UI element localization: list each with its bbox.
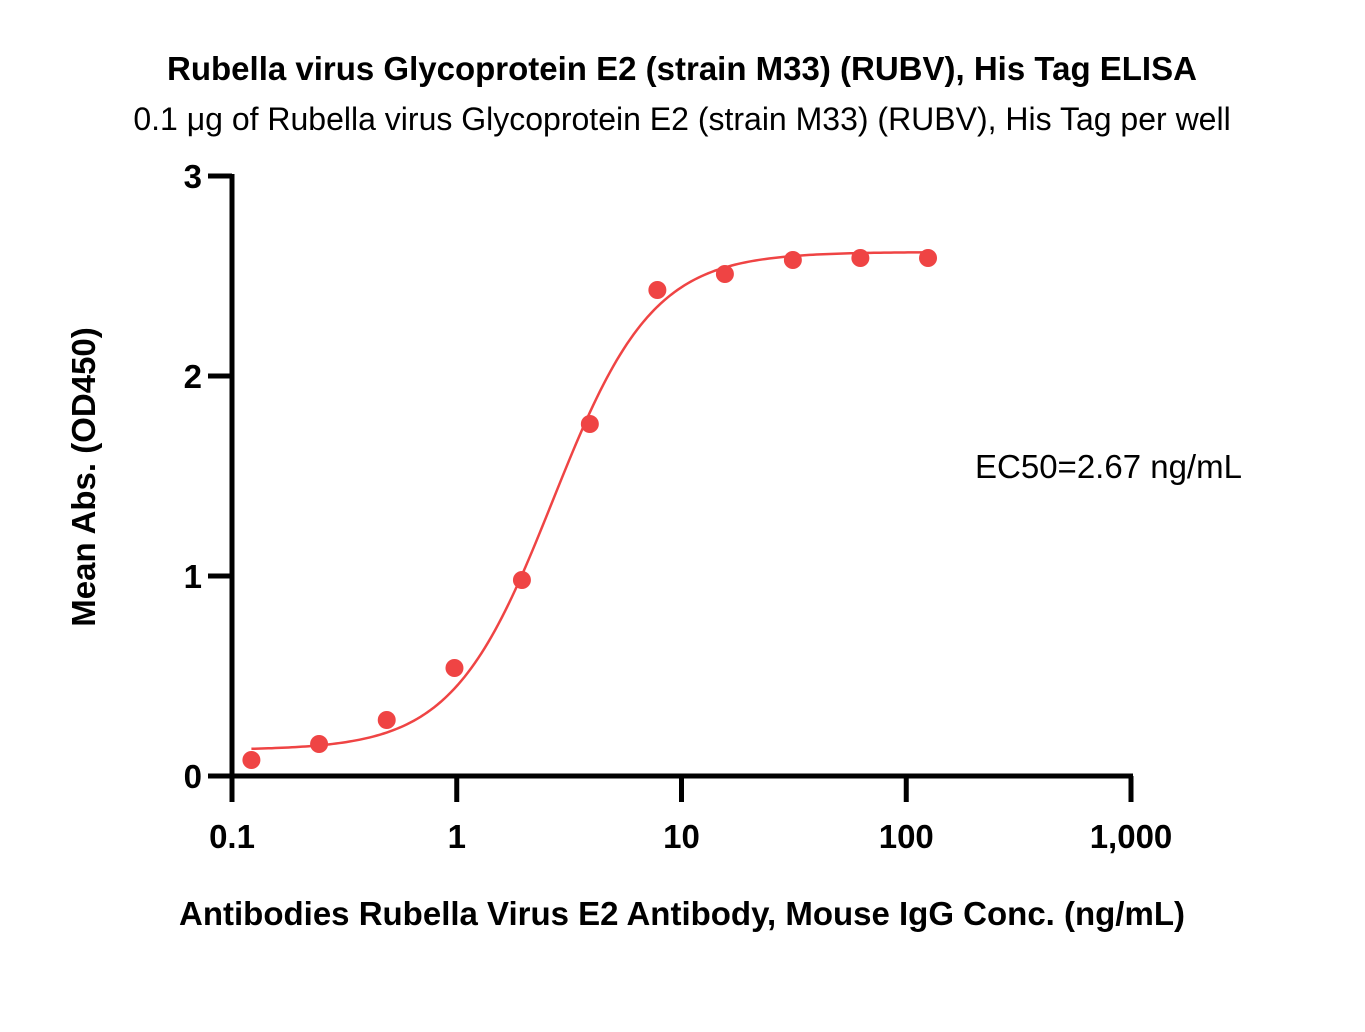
x-axis-title: Antibodies Rubella Virus E2 Antibody, Mo… — [179, 895, 1185, 932]
data-point — [919, 249, 938, 267]
data-point — [445, 659, 464, 677]
data-point — [242, 751, 261, 769]
x-tick-label: 1,000 — [1090, 818, 1173, 855]
data-point — [310, 735, 329, 753]
chart-title: Rubella virus Glycoprotein E2 (strain M3… — [167, 50, 1197, 87]
fit-curve-layer — [251, 251, 929, 751]
x-tick-label: 10 — [663, 818, 700, 855]
y-tick-label: 2 — [184, 358, 202, 395]
data-point — [851, 249, 870, 267]
fit-curve — [251, 251, 929, 751]
data-point — [715, 265, 734, 283]
x-tick-label: 1 — [448, 818, 466, 855]
chart-subtitle: 0.1 μg of Rubella virus Glycoprotein E2 … — [133, 101, 1230, 137]
data-point — [512, 571, 531, 589]
y-axis-title: Mean Abs. (OD450) — [65, 327, 102, 627]
y-tick-label: 3 — [184, 158, 202, 195]
x-tick-label: 100 — [879, 818, 934, 855]
tick-labels: 0 1 2 3 0.1 1 10 100 1,000 — [184, 158, 1173, 855]
axes — [208, 173, 1134, 802]
ec50-annotation: EC50=2.67 ng/mL — [975, 448, 1242, 485]
data-points-layer — [242, 249, 938, 769]
data-point — [783, 251, 802, 269]
data-point — [377, 711, 396, 729]
data-point — [580, 415, 599, 433]
y-tick-label: 1 — [184, 558, 202, 595]
x-tick-label: 0.1 — [209, 818, 255, 855]
data-point — [648, 281, 667, 299]
y-tick-label: 0 — [184, 758, 202, 795]
